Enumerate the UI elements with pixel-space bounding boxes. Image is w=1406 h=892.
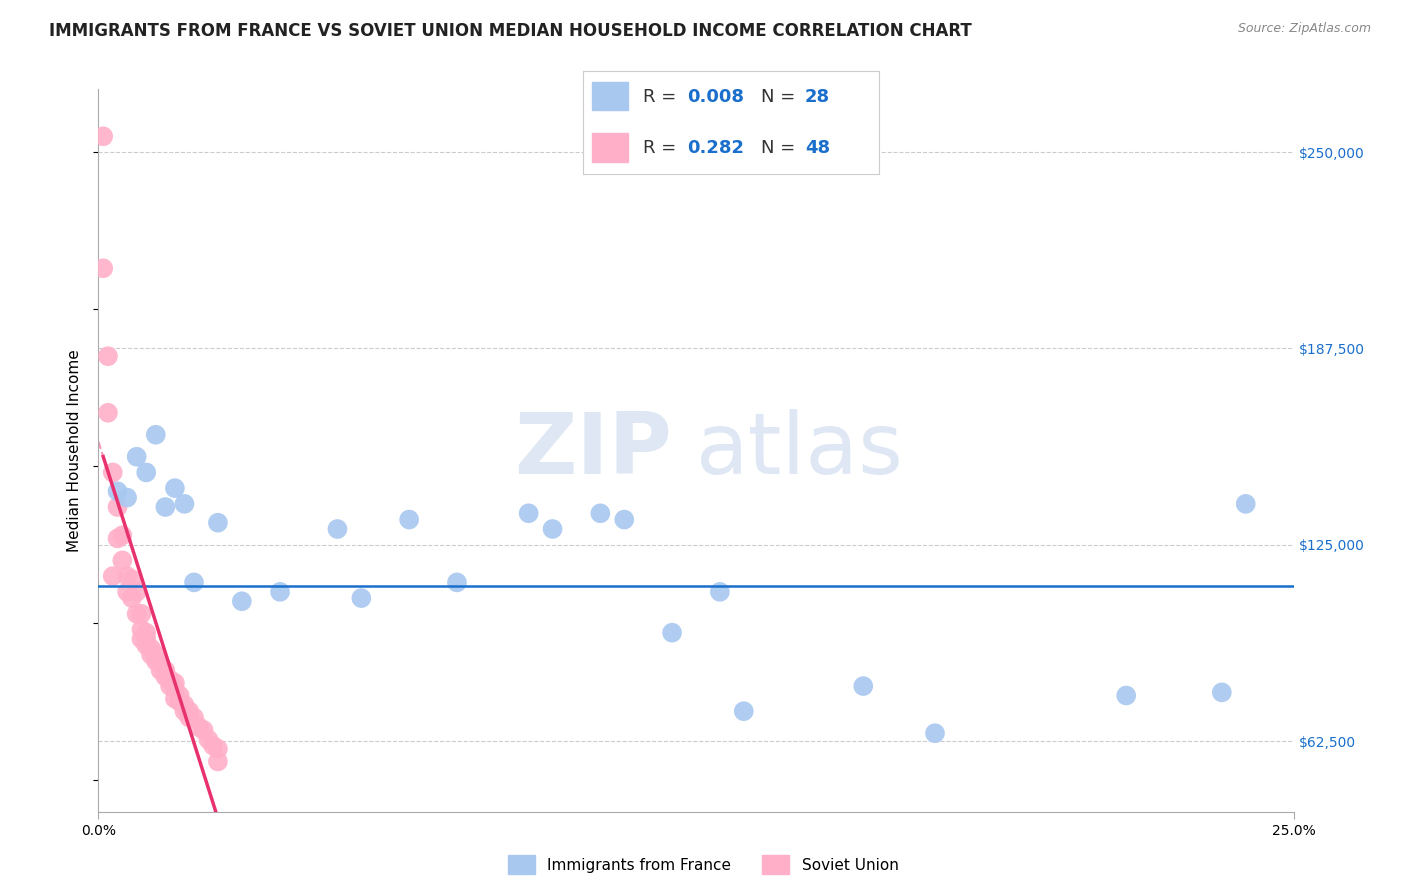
Point	[1211, 685, 1233, 699]
Point	[101, 569, 124, 583]
Text: 28: 28	[804, 88, 830, 106]
Point	[115, 569, 138, 583]
Point	[187, 720, 209, 734]
Text: 0.282: 0.282	[688, 139, 744, 157]
Point	[107, 500, 129, 514]
Point	[541, 522, 564, 536]
Text: 0.008: 0.008	[688, 88, 744, 106]
Point	[101, 466, 124, 480]
Point	[145, 654, 167, 668]
Point	[446, 575, 468, 590]
Point	[1115, 689, 1137, 703]
Point	[145, 648, 167, 662]
Point	[121, 572, 143, 586]
Point	[179, 704, 201, 718]
Text: N =: N =	[761, 88, 794, 106]
Point	[1234, 497, 1257, 511]
Text: R =: R =	[643, 88, 676, 106]
Text: R =: R =	[643, 139, 676, 157]
Point	[155, 670, 177, 684]
Point	[115, 584, 138, 599]
Point	[97, 349, 120, 363]
Point	[169, 695, 191, 709]
Point	[163, 481, 186, 495]
Point	[107, 532, 129, 546]
Legend: Immigrants from France, Soviet Union: Immigrants from France, Soviet Union	[502, 849, 904, 880]
Point	[183, 575, 205, 590]
Point	[131, 623, 153, 637]
Point	[139, 641, 162, 656]
Point	[163, 682, 186, 697]
Point	[350, 591, 373, 606]
Point	[155, 500, 177, 514]
Point	[131, 607, 153, 621]
Point	[121, 591, 143, 606]
Point	[733, 704, 755, 718]
Point	[91, 261, 114, 276]
Point	[269, 584, 291, 599]
Text: 48: 48	[804, 139, 830, 157]
Text: IMMIGRANTS FROM FRANCE VS SOVIET UNION MEDIAN HOUSEHOLD INCOME CORRELATION CHART: IMMIGRANTS FROM FRANCE VS SOVIET UNION M…	[49, 22, 972, 40]
Point	[145, 427, 167, 442]
Point	[193, 723, 215, 737]
Point	[173, 497, 195, 511]
Bar	[592, 81, 627, 111]
Point	[207, 742, 229, 756]
Point	[159, 673, 181, 687]
Point	[207, 755, 229, 769]
Point	[202, 739, 225, 753]
Point	[155, 664, 177, 678]
Point	[91, 129, 114, 144]
Text: atlas: atlas	[696, 409, 904, 492]
Point	[169, 689, 191, 703]
Point	[173, 704, 195, 718]
Point	[125, 450, 148, 464]
Text: Source: ZipAtlas.com: Source: ZipAtlas.com	[1237, 22, 1371, 36]
Point	[111, 528, 134, 542]
Point	[179, 710, 201, 724]
Point	[125, 607, 148, 621]
Point	[709, 584, 731, 599]
Point	[163, 691, 186, 706]
Point	[852, 679, 875, 693]
Point	[163, 676, 186, 690]
Point	[135, 632, 157, 646]
Bar	[592, 133, 627, 161]
Point	[111, 553, 134, 567]
Point	[589, 506, 612, 520]
Point	[159, 679, 181, 693]
Point	[97, 406, 120, 420]
Point	[231, 594, 253, 608]
Point	[149, 664, 172, 678]
Point	[207, 516, 229, 530]
Point	[613, 512, 636, 526]
Point	[517, 506, 540, 520]
Point	[183, 710, 205, 724]
Point	[661, 625, 683, 640]
Point	[924, 726, 946, 740]
Point	[125, 584, 148, 599]
Point	[326, 522, 349, 536]
Point	[398, 512, 420, 526]
Point	[135, 466, 157, 480]
Y-axis label: Median Household Income: Median Household Income	[67, 349, 83, 552]
Point	[139, 648, 162, 662]
Point	[135, 638, 157, 652]
Point	[131, 632, 153, 646]
Point	[173, 698, 195, 712]
Text: N =: N =	[761, 139, 794, 157]
Point	[149, 657, 172, 671]
Point	[107, 484, 129, 499]
Point	[115, 491, 138, 505]
Text: ZIP: ZIP	[515, 409, 672, 492]
Point	[135, 625, 157, 640]
Point	[197, 732, 219, 747]
